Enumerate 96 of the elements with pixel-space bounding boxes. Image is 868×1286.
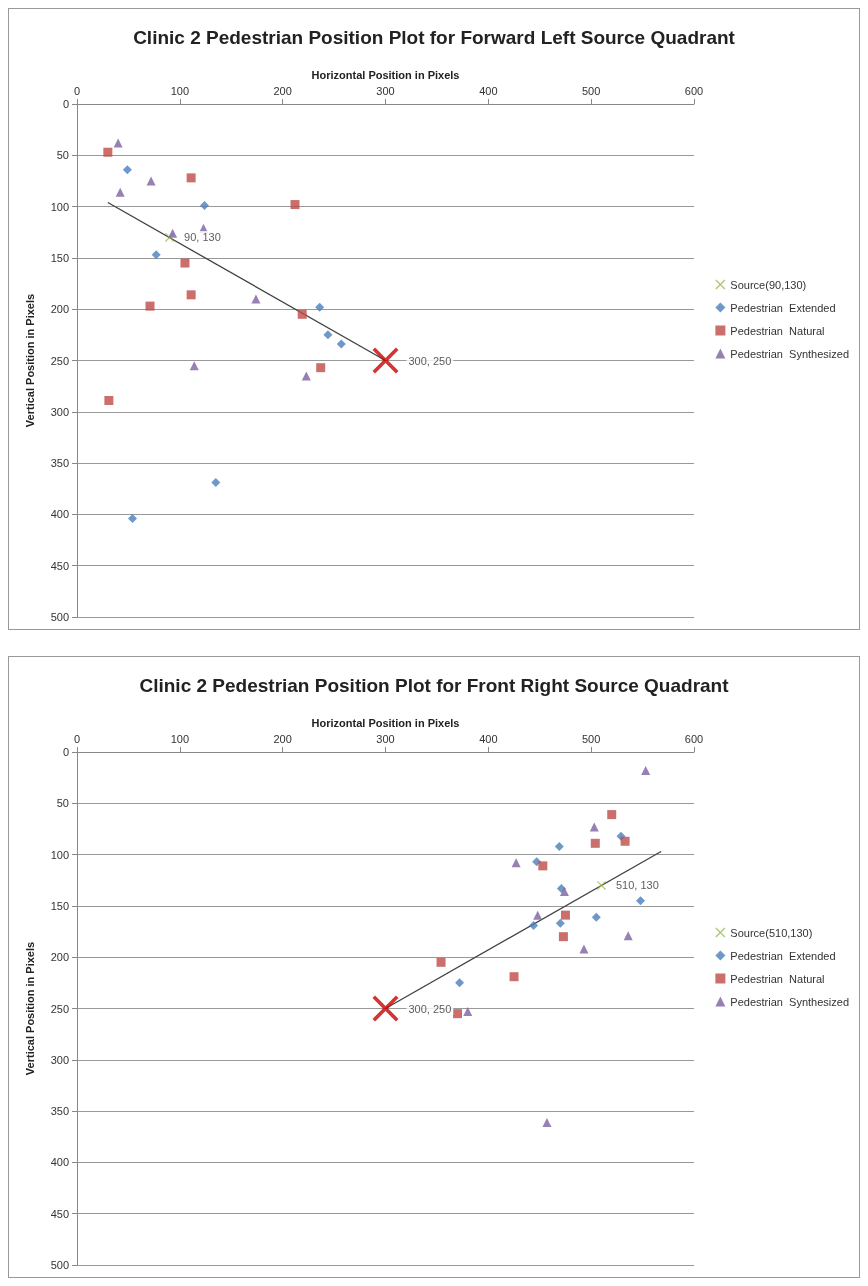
point [559,887,569,897]
y-tick-label: 0 [62,98,69,110]
x-tick-label: 0 [73,84,81,97]
y-tick-label: 150 [50,899,69,912]
y-axis-title: Vertical Position in Pixels [23,941,36,1076]
point [180,258,190,268]
point [542,1117,552,1127]
point [529,920,539,930]
point [533,910,543,920]
point [103,147,113,157]
x-tick-label: 500 [581,732,601,745]
y-tick-label: 0 [62,746,69,758]
x-tick-label: 300 [376,732,395,745]
y-tick-label: 300 [50,1053,69,1066]
point [315,302,325,312]
point [641,765,651,775]
data-label: 300, 250 [408,354,452,367]
x-axis-title: Horizontal Position in Pixels [311,716,460,729]
point [145,301,155,311]
point [115,187,125,197]
data-label: 300, 250 [408,1002,452,1015]
y-axis-title: Vertical Position in Pixels [23,293,36,428]
point [168,228,178,238]
point [211,478,221,488]
legend-label: Pedestrian Extended [730,949,836,962]
point [591,912,601,922]
y-tick-label: 350 [50,1105,69,1118]
legend-label: Pedestrian Synthesized [730,995,850,1008]
y-tick-label: 350 [50,457,69,470]
x-tick-label: 200 [273,84,292,97]
point [186,173,196,183]
y-tick-label: 50 [56,797,69,810]
point [336,339,346,349]
y-tick-label: 200 [50,951,69,964]
y-tick-label: 500 [50,611,69,623]
legend-label: Pedestrian Synthesized [730,347,850,360]
point [620,836,630,846]
legend-label: Source(90,130) [730,278,807,291]
y-tick-label: 250 [50,1002,69,1015]
point [560,910,570,920]
y-tick-label: 100 [50,848,69,861]
legend-label: Pedestrian Natural [730,972,825,985]
x-tick-label: 100 [170,732,190,745]
point [636,896,646,906]
point [316,363,326,373]
point [538,861,548,871]
point [455,978,465,988]
point [452,1009,462,1019]
x-axis-title: Horizontal Position in Pixels [311,68,460,81]
point [590,838,600,848]
legend-label: Pedestrian Natural [730,324,825,337]
point [509,972,519,982]
point [554,841,564,851]
x-tick-label: 100 [170,84,190,97]
point [104,396,114,406]
point [297,309,307,319]
x-tick-label: 0 [73,732,81,745]
x-tick-label: 500 [581,84,601,97]
y-tick-label: 100 [50,200,69,213]
point [372,347,399,374]
x-tick-label: 400 [479,732,498,745]
point [128,514,138,523]
y-tick-label: 400 [50,1156,69,1169]
legend-label: Source(510,130) [730,926,813,939]
chart-title: Clinic 2 Pedestrian Position Plot for Front Right Source Quadrant [139,675,730,696]
point [122,165,132,175]
data-label: 510, 130 [615,879,659,892]
point [555,918,565,928]
x-tick-label: 200 [273,732,292,745]
legend-label: Pedestrian Extended [730,301,836,314]
y-tick-label: 400 [50,508,69,521]
y-tick-label: 450 [50,1207,69,1220]
chart-title: Clinic 2 Pedestrian Position Plot for Forward Left Source Quadrant [133,27,736,48]
x-tick-label: 400 [479,84,498,97]
point [323,330,333,340]
point [558,932,568,942]
point [186,290,196,300]
x-tick-label: 300 [376,84,395,97]
y-tick-label: 200 [50,303,69,316]
point [623,931,633,941]
point [511,858,521,868]
y-tick-label: 450 [50,559,69,572]
point [200,201,210,211]
point [436,957,446,967]
x-tick-label: 600 [684,84,704,97]
point [607,810,617,820]
point [290,200,300,210]
point [151,250,161,260]
data-label: 90, 130 [184,231,221,244]
y-tick-label: 50 [56,149,69,162]
y-tick-label: 250 [50,354,69,367]
x-tick-label: 600 [684,732,704,745]
y-tick-label: 300 [50,405,69,418]
y-tick-label: 500 [50,1259,69,1271]
y-tick-label: 150 [50,251,69,264]
point [372,995,399,1022]
